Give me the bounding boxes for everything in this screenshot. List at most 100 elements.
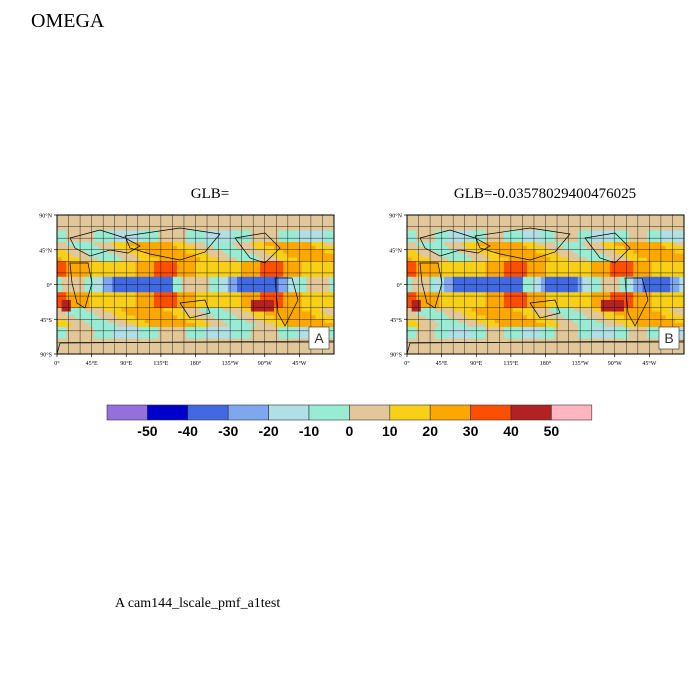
heatmap-cell <box>540 238 546 243</box>
heatmap-cell <box>130 288 136 293</box>
heatmap-cell <box>439 257 445 262</box>
continent-outline <box>624 277 649 327</box>
heatmap-cell <box>610 272 616 278</box>
heatmap-cell <box>237 215 243 220</box>
heatmap-cell <box>149 257 155 262</box>
lon-tick-label: 135°E <box>153 360 168 367</box>
colorbar-label: 50 <box>544 423 560 439</box>
heatmap-cell <box>494 299 500 305</box>
heatmap-cell <box>177 234 183 239</box>
heatmap-cell <box>425 272 431 278</box>
heatmap-cell <box>112 215 118 220</box>
heatmap-cell <box>587 226 593 231</box>
heatmap-cell <box>656 245 662 251</box>
heatmap-cell <box>126 265 132 270</box>
heatmap-cell <box>559 292 565 297</box>
heatmap-cell <box>232 292 238 297</box>
colorbar: -50 -40 -30 -20 -10 0 10 20 30 40 50 <box>106 404 593 439</box>
heatmap-cell <box>407 222 413 227</box>
heatmap-cell <box>246 230 252 235</box>
heatmap-cell <box>255 307 261 312</box>
heatmap-cell <box>140 238 146 243</box>
heatmap-cell <box>457 222 463 227</box>
heatmap-cell <box>656 350 662 354</box>
heatmap-cell <box>467 326 473 332</box>
heatmap-cell <box>126 230 132 235</box>
heatmap-cell <box>98 296 104 301</box>
heatmap-cell <box>177 245 183 251</box>
heatmap-cell <box>255 272 261 278</box>
heatmap-cell <box>144 226 150 231</box>
lat-tick-label: 90°S <box>390 352 402 359</box>
heatmap-cell <box>103 280 109 285</box>
heatmap-cell <box>628 323 634 328</box>
heatmap-cell <box>434 342 440 347</box>
heatmap-cell <box>287 288 293 293</box>
heatmap-cell <box>647 330 653 336</box>
heatmap-cell <box>186 269 192 274</box>
heatmap-cell <box>227 269 233 274</box>
heatmap-cell <box>628 272 634 278</box>
heatmap-cell <box>172 323 178 328</box>
heatmap-cell <box>237 245 243 251</box>
heatmap-cell <box>144 311 150 316</box>
lon-tick-label: 180° <box>190 360 202 367</box>
heatmap-cell <box>250 218 256 224</box>
heatmap-cell <box>462 234 468 239</box>
heatmap-cell <box>591 280 597 285</box>
heatmap-cell <box>190 261 196 266</box>
heatmap-cell <box>610 265 616 270</box>
heatmap-cell <box>149 276 155 282</box>
heatmap-cell <box>232 272 238 278</box>
heatmap-cell <box>457 342 463 347</box>
heatmap-cell <box>582 272 588 278</box>
heatmap-cell <box>61 280 67 285</box>
heatmap-cell <box>292 346 298 351</box>
heatmap-cell <box>642 245 648 251</box>
heatmap-cell <box>292 350 298 354</box>
heatmap-cell <box>75 222 81 227</box>
heatmap-cell <box>453 296 459 301</box>
heatmap-cell <box>439 315 445 320</box>
heatmap-cell <box>264 319 270 324</box>
heatmap-cell <box>494 303 500 309</box>
heatmap-cell <box>536 269 542 274</box>
heatmap-cell <box>320 230 326 235</box>
heatmap-cell <box>190 346 196 351</box>
heatmap-cell <box>218 323 224 328</box>
heatmap-cell <box>614 269 620 274</box>
heatmap-cell <box>536 315 542 320</box>
heatmap-cell <box>112 330 118 336</box>
heatmap-cell <box>70 257 76 262</box>
heatmap-cell <box>633 319 639 324</box>
heatmap-cell <box>70 296 76 301</box>
heatmap-cell <box>471 222 477 227</box>
heatmap-cell <box>614 261 620 266</box>
heatmap-cell <box>320 288 326 293</box>
heatmap-cell <box>508 350 514 354</box>
heatmap-cell <box>186 230 192 235</box>
heatmap-cell <box>536 226 542 231</box>
heatmap-cell <box>660 284 666 289</box>
heatmap-cell <box>577 350 583 354</box>
heatmap-cell <box>591 334 597 339</box>
heatmap-cell <box>490 238 496 243</box>
heatmap-cell <box>209 272 215 278</box>
heatmap-cell <box>670 234 676 239</box>
heatmap-cell <box>301 238 307 243</box>
heatmap-cell <box>117 242 123 247</box>
heatmap-cell <box>213 307 219 312</box>
heatmap-cell <box>213 330 219 336</box>
heatmap-cell <box>448 296 454 301</box>
heatmap-cell <box>563 230 569 235</box>
heatmap-cell <box>186 296 192 301</box>
heatmap-cell <box>420 346 426 351</box>
heatmap-cell <box>660 238 666 243</box>
heatmap-cell <box>490 292 496 297</box>
heatmap-cell <box>195 245 201 251</box>
heatmap-cell <box>591 338 597 343</box>
heatmap-cell <box>177 326 183 332</box>
heatmap-cell <box>315 245 321 251</box>
heatmap-cell <box>223 280 229 285</box>
heatmap-cell <box>573 253 579 258</box>
